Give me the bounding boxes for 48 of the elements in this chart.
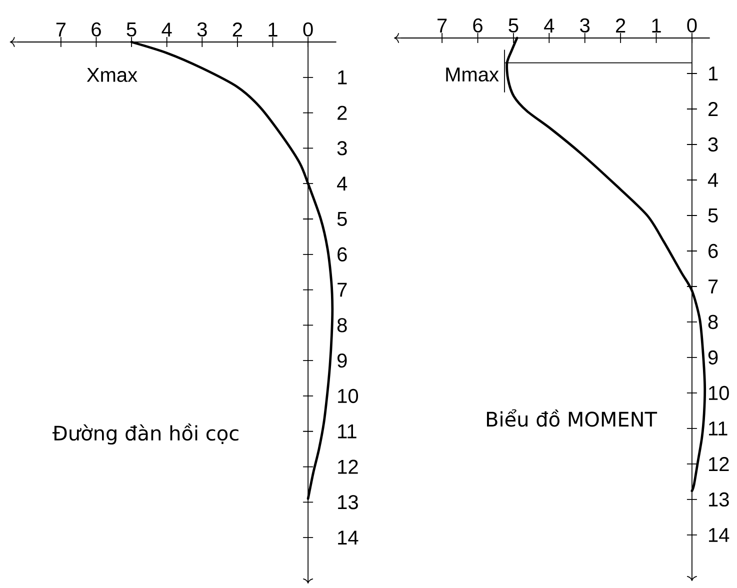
y-tick-label: 1	[709, 66, 718, 80]
y-tick-label: 2	[708, 102, 718, 116]
y-tick-label: 11	[338, 424, 356, 438]
y-tick-label: 10	[709, 386, 729, 400]
y-tick-label: 13	[709, 492, 729, 507]
y-tick-label: 14	[338, 530, 358, 544]
y-tick-label: 13	[338, 495, 358, 510]
x-tick-label: 4	[162, 22, 172, 36]
x-tick-label: 7	[438, 18, 447, 32]
x-tick-label: 5	[126, 22, 136, 36]
x-tick-label: 3	[197, 22, 207, 36]
y-tick-label: 4	[337, 176, 348, 190]
x-tick-label: 5	[508, 18, 518, 32]
x-tick-label: 7	[56, 22, 66, 36]
text: Biểu đồ MOMENT	[486, 409, 658, 427]
x-tick-label: 3	[580, 18, 590, 32]
y-tick-label: 7	[708, 280, 718, 294]
y-tick-label: 2	[338, 106, 347, 120]
y-tick-label: 3	[337, 141, 347, 156]
x-tick-label: 6	[473, 18, 482, 32]
y-tick-label: 9	[338, 354, 347, 368]
y-tick-label: 12	[709, 456, 729, 471]
x-tick-label: 0	[687, 18, 697, 32]
ref-line-label: Mmax	[446, 68, 499, 82]
x-tick-label: 6	[92, 22, 101, 36]
y-tick-label: 6	[708, 244, 718, 258]
y-tick-label: 5	[337, 212, 347, 226]
y-tick-label: 11	[709, 422, 728, 436]
y-tick-label: 8	[337, 318, 347, 332]
text: Đường đàn hồi cọc	[52, 423, 238, 445]
y-tick-label: 14	[709, 528, 730, 542]
x-tick-label: 4	[544, 18, 554, 32]
y-tick-label: 10	[338, 388, 358, 404]
x-tick-label: 1	[652, 18, 661, 32]
y-tick-label: 9	[708, 350, 718, 365]
annotation: Xmax	[86, 68, 138, 82]
x-tick-label: 2	[616, 18, 626, 32]
y-tick-label: 5	[708, 208, 718, 222]
x-tick-label: 0	[303, 22, 313, 36]
y-tick-label: 6	[338, 247, 347, 262]
y-tick-label: 3	[708, 137, 718, 152]
y-tick-label: 1	[338, 70, 347, 84]
y-tick-label: 4	[708, 173, 718, 187]
x-tick-label: 1	[268, 22, 278, 36]
x-tick-label: 2	[232, 22, 242, 36]
y-tick-label: 8	[708, 314, 718, 330]
y-tick-label: 7	[338, 282, 347, 297]
y-tick-label: 12	[338, 460, 358, 474]
